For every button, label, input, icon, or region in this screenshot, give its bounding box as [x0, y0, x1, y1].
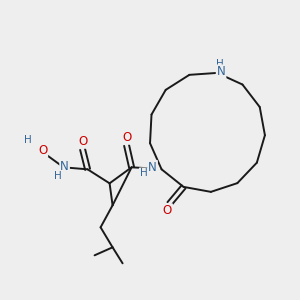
- Text: H: H: [140, 168, 148, 178]
- Text: N: N: [60, 160, 69, 173]
- Text: H: H: [216, 59, 224, 69]
- Text: O: O: [122, 131, 131, 144]
- Text: O: O: [163, 204, 172, 217]
- Text: H: H: [54, 171, 61, 181]
- Text: O: O: [78, 135, 87, 148]
- Text: N: N: [217, 65, 225, 78]
- Text: H: H: [24, 135, 32, 145]
- Text: O: O: [38, 144, 47, 157]
- Text: N: N: [148, 161, 157, 174]
